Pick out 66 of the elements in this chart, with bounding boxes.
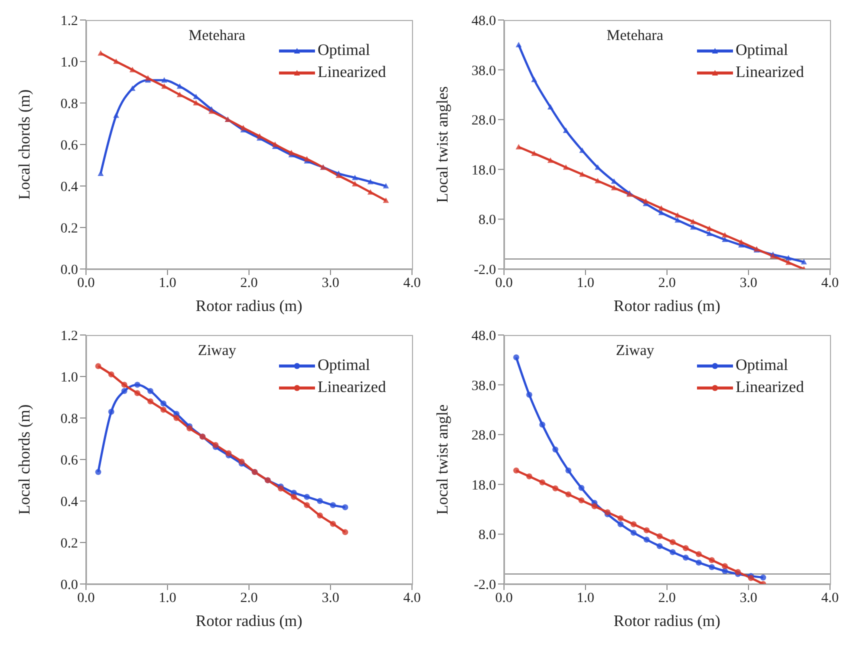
y-axis-title: Local twist angles [434,86,452,203]
legend-label: Linearized [736,64,804,82]
legend-label: Optimal [736,357,788,375]
y-tick-label: -2.0 [474,578,496,593]
y-tick-label: 28.0 [472,114,496,129]
x-tick-label: 4.0 [403,590,421,606]
x-tick-label: 3.0 [740,276,758,291]
y-tick-label: 0.0 [60,262,78,278]
y-tick-label: 0.6 [60,138,78,154]
x-axis-title: Rotor radius (m) [614,613,720,630]
text: Metehara [188,28,246,44]
y-tick-label: 0.6 [60,453,78,468]
x-axis-title: Rotor radius (m) [196,613,302,630]
text: Ziway [616,343,654,359]
y-tick-label: 0.2 [60,221,78,236]
y-tick-label: 1.0 [60,370,78,386]
y-tick-label: -2.0 [474,262,496,278]
y-tick-label: 1.0 [60,55,78,70]
x-tick-label: 1.0 [158,276,176,291]
x-tick-label: 2.0 [658,590,676,606]
y-tick-label: 38.0 [472,64,496,79]
x-tick-label: 0.0 [77,276,95,291]
y-tick-label: 1.2 [60,14,78,29]
text: Ziway [198,343,236,359]
y-tick-label: 48.0 [472,14,496,29]
y-axis-title: Local chords (m) [16,404,34,515]
y-tick-label: 18.0 [472,163,496,178]
x-tick-label: 4.0 [821,276,839,291]
legend-label: Linearized [318,64,386,82]
x-tick-label: 0.0 [495,590,513,606]
y-tick-label: 18.0 [472,478,496,494]
x-tick-label: 3.0 [322,590,340,606]
x-axis-title: Rotor radius (m) [614,298,720,315]
x-tick-label: 3.0 [740,590,758,606]
x-tick-label: 2.0 [240,590,258,606]
x-tick-label: 3.0 [322,276,340,291]
y-tick-label: 28.0 [472,428,496,444]
x-tick-label: 1.0 [576,276,594,291]
y-tick-label: 0.4 [60,494,78,510]
y-tick-label: 0.8 [60,412,78,427]
y-tick-label: 0.0 [60,578,78,593]
y-axis-title: Local twist angle [434,404,452,515]
y-tick-label: 0.2 [60,536,78,552]
y-tick-label: 0.8 [60,96,78,112]
x-tick-label: 2.0 [658,276,676,291]
x-tick-label: 4.0 [403,276,421,291]
legend-label: Optimal [736,42,788,60]
x-tick-label: 1.0 [158,590,176,606]
y-tick-label: 38.0 [472,378,496,394]
y-tick-label: 8.0 [478,213,496,228]
legend-label: Optimal [318,42,370,60]
y-tick-label: 8.0 [478,528,496,544]
legend-label: Linearized [318,379,386,397]
y-tick-label: 0.4 [60,180,78,195]
legend-label: Optimal [318,357,370,375]
x-tick-label: 1.0 [576,590,594,606]
y-axis-title: Local chords (m) [16,89,34,200]
x-tick-label: 0.0 [495,276,513,291]
text: Metehara [606,28,664,44]
x-tick-label: 0.0 [77,590,95,606]
x-tick-label: 4.0 [821,590,839,606]
legend-label: Linearized [736,379,804,397]
y-tick-label: 1.2 [60,328,78,344]
x-tick-label: 2.0 [240,276,258,291]
x-axis-title: Rotor radius (m) [196,298,302,315]
y-tick-label: 48.0 [472,328,496,344]
